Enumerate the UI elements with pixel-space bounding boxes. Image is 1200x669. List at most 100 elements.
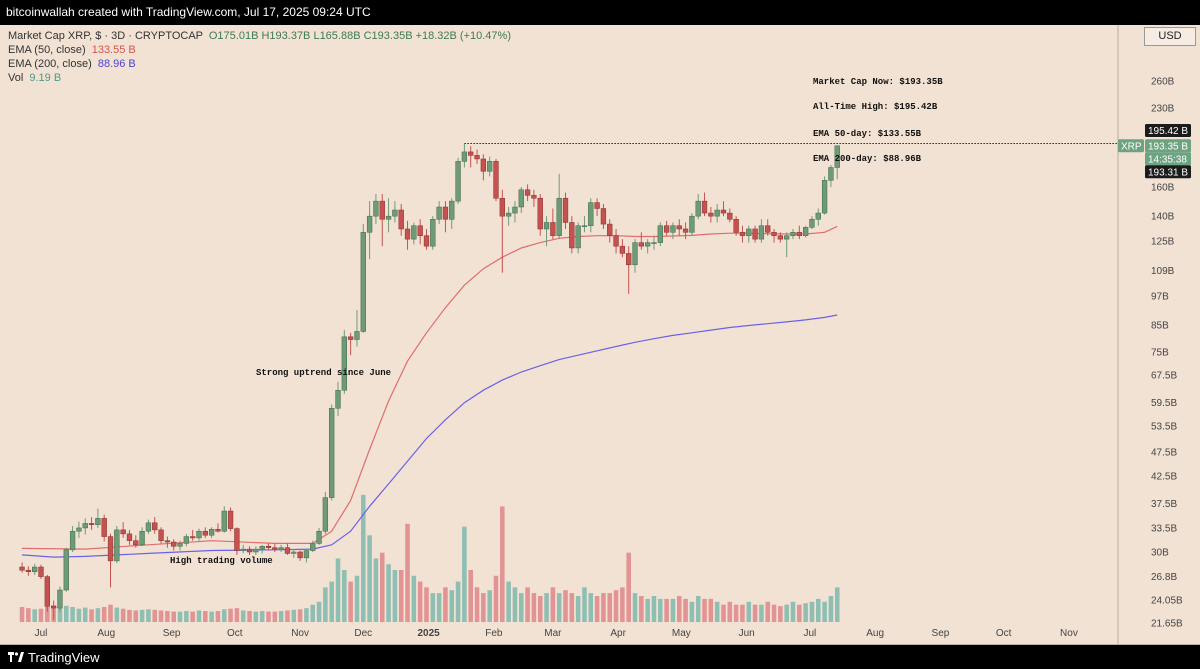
volume-bar (342, 570, 347, 622)
candle-body (670, 225, 676, 233)
candle-body (493, 161, 499, 199)
x-tick-label: Nov (291, 628, 309, 639)
symbol-tag: XRP (1121, 141, 1142, 152)
volume-bar (569, 593, 575, 622)
volume-bar (171, 611, 176, 622)
candle-body (461, 151, 468, 162)
volume-bar (424, 587, 429, 622)
volume-bar (525, 587, 530, 622)
volume-bar (695, 596, 701, 622)
candle-body (701, 200, 708, 214)
volume-bar (531, 593, 537, 622)
candle-body (575, 225, 581, 249)
candle-body (183, 536, 189, 544)
volume-bar (727, 601, 733, 622)
volume-bar (108, 604, 113, 622)
candle-body (537, 197, 543, 230)
volume-bar (563, 590, 568, 622)
annotation-text: EMA 200-day: $88.96B (813, 154, 922, 164)
low-price-tag: 193.31 B (1148, 167, 1188, 178)
legend-vol-row[interactable]: Vol 9.19 B (8, 72, 61, 84)
legend-ema200-row[interactable]: EMA (200, close) 88.96 B (8, 58, 136, 70)
volume-bar (184, 611, 189, 622)
ath-price-tag-bg (1145, 123, 1191, 137)
ema200-line (21, 314, 838, 558)
candle-body (310, 543, 316, 551)
x-tick-label: Jul (35, 628, 48, 639)
candle-body (714, 209, 720, 217)
candle-body (272, 547, 278, 550)
candle-body (101, 518, 107, 537)
volume-bar (411, 575, 417, 622)
annotation-text: All-Time High: $195.42B (813, 102, 938, 112)
candle-body (569, 222, 575, 249)
x-tick-label: Aug (866, 628, 884, 639)
candle-body (632, 242, 638, 266)
y-tick-label: 109B (1151, 266, 1175, 277)
candle-body (518, 189, 524, 208)
candle-body (487, 161, 493, 172)
candle-body (550, 222, 556, 236)
ema50-line (21, 225, 838, 550)
y-tick-label: 53.5B (1151, 421, 1177, 432)
chart-panel[interactable]: 260B 230B 160B 140B 125B 109B 97B 85B 75B 67.5B 59… (0, 25, 1200, 645)
volume-bar (733, 604, 739, 622)
legend-vol-label: Vol (8, 72, 24, 84)
currency-button[interactable]: USD (1144, 27, 1196, 46)
candle-body (177, 543, 183, 547)
volume-bar (316, 601, 322, 622)
candle-body (335, 389, 341, 409)
legend-symbol-row: Market Cap XRP, $ · 3D · CRYPTOCAP O175.… (8, 30, 511, 42)
candle-body (708, 212, 714, 217)
candle-body (455, 161, 461, 202)
candle-body (449, 200, 455, 220)
volume-bar (834, 587, 840, 622)
volume-bar (114, 607, 120, 622)
volume-bar (632, 593, 638, 622)
y-tick-label: 260B (1151, 77, 1175, 88)
candle-body (171, 541, 177, 547)
candle-body (404, 228, 411, 240)
chart-svg[interactable]: 260B 230B 160B 140B 125B 109B 97B 85B 75B 67.5B 59… (0, 25, 1200, 645)
volume-bar (82, 607, 88, 622)
volume-bar (152, 609, 158, 622)
candle-body (164, 540, 171, 543)
candle-body (796, 232, 802, 236)
volume-bar (209, 611, 214, 622)
y-tick-label: 140B (1151, 212, 1175, 223)
candle-body (752, 228, 758, 240)
candle-body (663, 225, 670, 233)
y-tick-label: 21.65B (1151, 619, 1183, 630)
candle-body (771, 232, 777, 236)
volume-bar (481, 593, 486, 622)
candle-body (417, 225, 423, 236)
candle-body (126, 533, 133, 541)
volume-bar (247, 611, 252, 622)
ath-price-tag: 195.42 B (1148, 126, 1188, 137)
x-tick-label: 2025 (417, 628, 440, 639)
volume-bar (468, 570, 473, 622)
candle-body (600, 208, 607, 225)
volume-bar (443, 587, 448, 622)
x-tick-label: Mar (544, 628, 562, 639)
x-tick-label: Sep (163, 628, 181, 639)
volume-bar (379, 552, 385, 622)
volume-bar (746, 601, 752, 622)
candle-body (196, 530, 202, 539)
candle-body (57, 589, 63, 609)
volume-bar (436, 593, 442, 622)
volume-bar (721, 604, 726, 622)
candle-body (278, 547, 284, 550)
y-tick-label: 42.5B (1151, 472, 1177, 483)
x-tick-label: Oct (227, 628, 243, 639)
candle-body (190, 536, 196, 539)
candle-body (720, 209, 727, 214)
volume-bar (259, 611, 265, 622)
volume-bar (297, 609, 303, 622)
legend-ema50-row[interactable]: EMA (50, close) 133.55 B (8, 44, 136, 56)
volume-bar (828, 596, 834, 622)
volume-bar (95, 608, 101, 622)
volume-bar (228, 608, 233, 622)
candle-body (379, 200, 385, 220)
current-price-tag: 193.35 B (1148, 141, 1188, 152)
